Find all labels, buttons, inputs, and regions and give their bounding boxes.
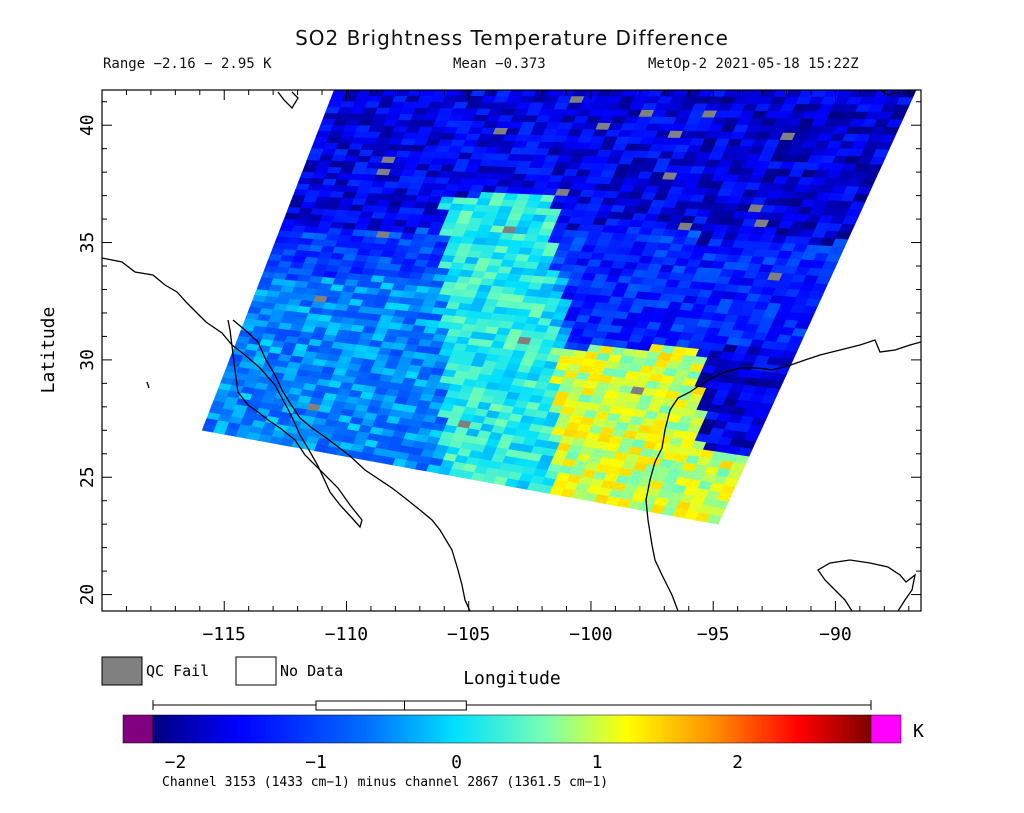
colorbar-over-swatch <box>870 714 902 744</box>
colorbar-tick-label: −1 <box>305 752 327 773</box>
coastline-nw-fragment <box>879 90 901 96</box>
colorbar-under-swatch <box>122 714 154 744</box>
swath-data-layer <box>201 90 917 525</box>
y-tick-label: 30 <box>77 349 98 371</box>
range-label: Range −2.16 − 2.95 K <box>103 56 272 72</box>
x-tick-label: −115 <box>203 624 246 645</box>
coastline-yucatan <box>817 559 916 611</box>
x-tick-labels: −115 −110 −105 −100 −95 −90 <box>203 624 852 645</box>
coastline-layer <box>102 90 921 611</box>
coastline-gulf-of-california-east <box>232 319 471 611</box>
colorbar-ticks: −2 −1 0 1 2 <box>165 752 743 773</box>
colorbar-tick-label: 2 <box>732 752 743 773</box>
y-tick-label: 35 <box>77 232 98 254</box>
colorbar-unit: K <box>913 721 924 742</box>
colorbar-tick-label: 0 <box>451 752 462 773</box>
x-axis-label: Longitude <box>463 668 561 689</box>
swath-pixel <box>706 514 722 525</box>
boxplot-box <box>315 700 467 711</box>
y-axis-label: Latitude <box>38 307 59 394</box>
y-tick-labels: 20 25 30 35 40 <box>77 114 98 605</box>
no-data-label: No Data <box>280 662 343 680</box>
x-tick-label: −105 <box>447 624 490 645</box>
colorbar-tick-label: −2 <box>165 752 187 773</box>
y-tick-label: 25 <box>77 466 98 488</box>
legend-qc-fail: QC Fail <box>101 656 209 686</box>
x-tick-label: −100 <box>569 624 612 645</box>
x-tick-label: −95 <box>697 624 730 645</box>
x-tick-label: −110 <box>325 624 368 645</box>
colorbar-tick-label: 1 <box>592 752 603 773</box>
qc-fail-label: QC Fail <box>146 662 209 680</box>
no-data-swatch <box>235 656 277 686</box>
y-tick-label: 20 <box>77 584 98 606</box>
colorbar-boxplot <box>152 700 872 711</box>
coastline-pacific <box>102 257 363 529</box>
colorbar <box>152 714 872 744</box>
coastline-gulf-of-mexico-west <box>645 339 921 611</box>
coastline-north-fragment <box>277 91 299 110</box>
mean-label: Mean −0.373 <box>453 56 546 72</box>
map-title: SO2 Brightness Temperature Difference <box>295 26 729 50</box>
satellite-time-label: MetOp-2 2021-05-18 15:22Z <box>648 56 859 72</box>
y-tick-label: 40 <box>77 114 98 136</box>
qc-fail-swatch <box>101 656 143 686</box>
island-fragment <box>146 381 150 389</box>
axis-ticks <box>102 90 921 611</box>
plot-frame <box>101 89 922 612</box>
x-tick-label: −90 <box>819 624 852 645</box>
legend-no-data: No Data <box>235 656 343 686</box>
colorbar-caption: Channel 3153 (1433 cm−1) minus channel 2… <box>162 775 608 790</box>
